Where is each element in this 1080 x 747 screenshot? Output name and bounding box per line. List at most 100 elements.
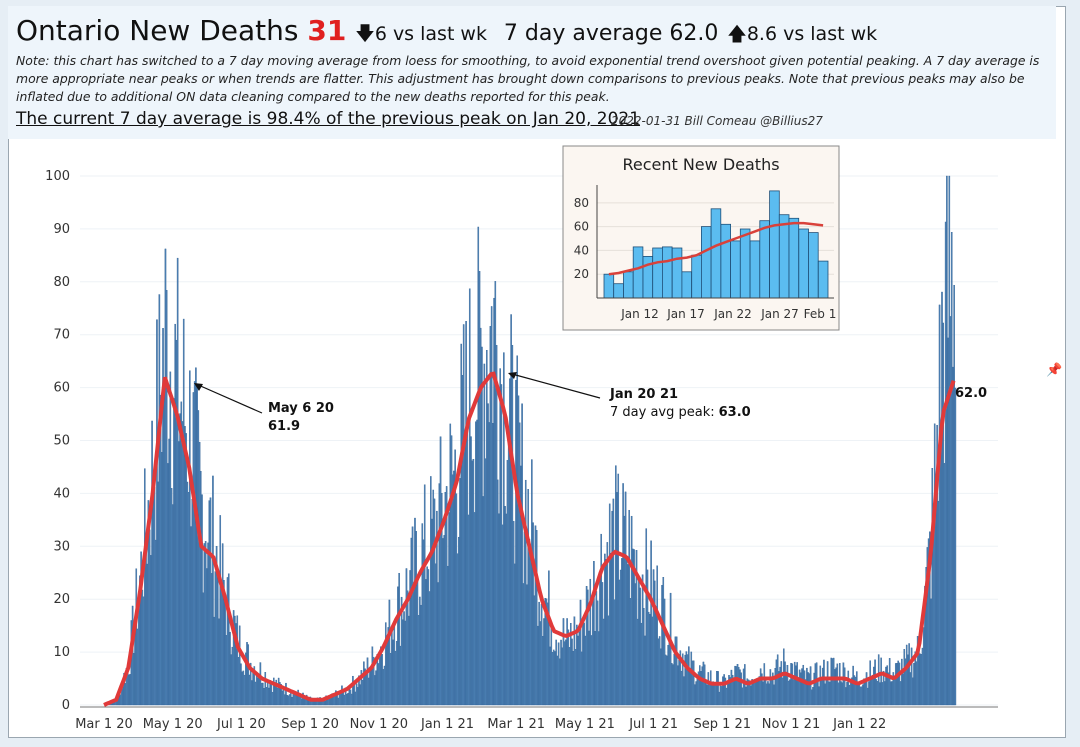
daily-death-bar	[838, 663, 841, 706]
daily-death-bar	[371, 646, 374, 706]
daily-death-bar	[209, 497, 212, 706]
daily-death-bar	[142, 596, 145, 706]
daily-death-bar	[801, 668, 803, 706]
daily-death-bar	[775, 659, 778, 706]
daily-death-bar	[671, 663, 673, 706]
daily-death-bar	[363, 661, 365, 706]
daily-death-bar	[444, 492, 447, 706]
daily-death-bar	[912, 677, 914, 706]
inset-y-tick-label: 20	[574, 267, 589, 281]
daily-death-bar	[899, 681, 902, 706]
daily-death-bar	[214, 571, 217, 706]
daily-death-bar	[730, 669, 733, 706]
daily-death-bar	[754, 682, 757, 706]
daily-death-bar	[515, 379, 517, 706]
daily-death-bar	[383, 665, 386, 706]
arrowhead-icon	[194, 383, 203, 391]
daily-death-bar	[915, 661, 918, 706]
daily-death-bar	[506, 460, 509, 706]
daily-death-bar	[802, 664, 805, 706]
daily-death-bar	[946, 175, 948, 706]
inset-title: Recent New Deaths	[622, 155, 779, 174]
daily-death-bar	[750, 685, 752, 706]
daily-death-bar	[787, 680, 790, 706]
daily-death-bar	[489, 326, 492, 706]
daily-death-bar	[397, 586, 399, 706]
daily-death-bar	[625, 558, 628, 706]
daily-death-bar	[439, 436, 442, 706]
daily-death-bar	[707, 672, 710, 706]
daily-death-bar	[415, 531, 417, 706]
arrow-down-icon: 🡇	[355, 23, 375, 45]
daily-death-bar	[378, 654, 381, 706]
inset-bar	[739, 228, 751, 299]
daily-death-bar	[647, 611, 650, 706]
daily-death-bar	[843, 667, 846, 706]
daily-death-bar	[128, 674, 130, 706]
daily-death-bar	[213, 616, 215, 706]
daily-death-bar	[192, 392, 195, 706]
daily-death-bar	[406, 590, 409, 706]
daily-death-bar	[615, 465, 617, 706]
daily-death-bar	[337, 697, 340, 706]
inset-y-tick-label: 80	[574, 196, 589, 210]
inset-bar	[701, 226, 712, 299]
daily-death-bar	[206, 568, 208, 706]
inset-bar	[778, 214, 790, 299]
daily-death-bar	[455, 493, 458, 706]
daily-death-bar	[528, 538, 531, 706]
daily-death-bar	[367, 677, 370, 706]
daily-death-bar	[785, 672, 787, 706]
daily-death-bar	[639, 587, 641, 706]
daily-death-bar	[430, 476, 432, 706]
daily-death-bar	[541, 636, 544, 706]
daily-death-bar	[499, 368, 501, 706]
daily-death-bar	[886, 665, 889, 706]
daily-death-bar	[417, 615, 420, 706]
daily-death-bar	[432, 489, 435, 706]
daily-death-bar	[891, 681, 893, 706]
daily-death-bar	[197, 410, 200, 706]
pin-icon[interactable]: 📌	[1046, 361, 1062, 378]
arrow-up-icon: 🡅	[727, 23, 747, 45]
daily-death-bar	[225, 635, 228, 706]
daily-death-bar	[281, 690, 284, 706]
daily-death-bar	[719, 685, 722, 706]
main-x-tick-label: Jan 1 21	[420, 717, 474, 732]
daily-death-bar	[828, 681, 830, 706]
daily-death-bar	[347, 693, 349, 706]
daily-death-bar	[171, 504, 174, 706]
daily-death-bar	[796, 662, 798, 706]
daily-death-bar	[662, 577, 665, 706]
daily-death-bar	[742, 668, 745, 706]
daily-death-bar	[451, 474, 454, 706]
daily-death-bar	[699, 665, 701, 706]
daily-death-bar	[274, 684, 276, 706]
daily-death-bar	[686, 654, 689, 706]
daily-death-bar	[683, 676, 685, 706]
daily-death-bar	[461, 375, 464, 706]
daily-death-bar	[596, 600, 599, 706]
daily-death-bar	[361, 679, 364, 706]
daily-death-bar	[165, 290, 168, 706]
daily-death-bar	[338, 693, 341, 706]
daily-death-bar	[806, 667, 808, 706]
daily-death-bar	[780, 661, 783, 706]
daily-death-bar	[753, 680, 756, 706]
daily-death-bar	[176, 257, 179, 706]
daily-death-bar	[353, 683, 355, 706]
daily-death-bar	[526, 584, 528, 706]
daily-death-bar	[725, 687, 728, 706]
inset-bar	[603, 273, 615, 299]
daily-death-bar	[157, 481, 159, 706]
daily-death-bar	[841, 682, 843, 706]
daily-death-bar	[831, 658, 834, 706]
daily-death-bar	[210, 573, 213, 706]
daily-death-bar	[375, 670, 377, 706]
daily-death-bar	[563, 641, 566, 706]
daily-death-bar	[512, 521, 515, 706]
daily-death-bar	[294, 694, 297, 706]
daily-death-bar	[866, 687, 869, 706]
daily-death-bar	[554, 651, 556, 706]
daily-death-bar	[579, 599, 582, 706]
